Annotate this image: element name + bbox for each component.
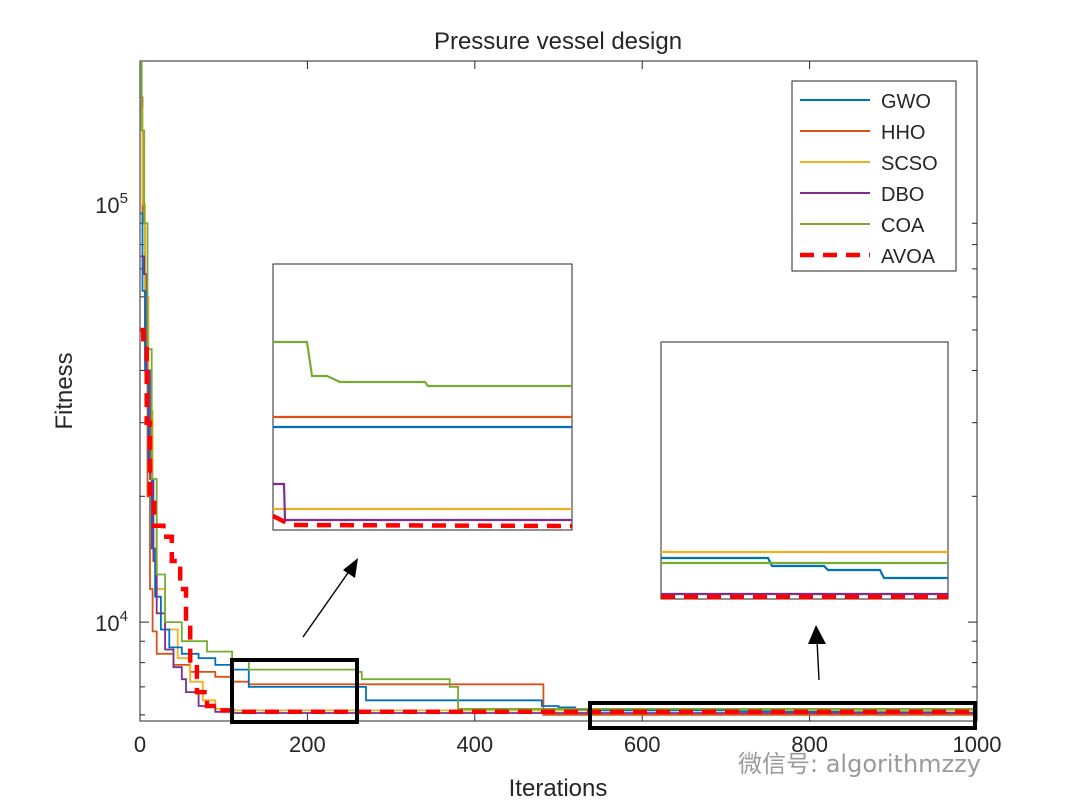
zoom-box-1 <box>230 658 359 724</box>
legend: GWO HHO SCSO DBO COA AVOA <box>791 80 957 272</box>
y-tick-label: 104 <box>95 608 128 636</box>
x-tick-label: 1000 <box>953 732 1002 757</box>
legend-label-avoa: AVOA <box>881 246 936 268</box>
series-coa-line <box>140 61 977 711</box>
legend-box <box>791 80 957 272</box>
axis-ticks: 0 200 400 600 800 1000 104 105 <box>95 61 1001 757</box>
x-tick-label: 0 <box>134 732 146 757</box>
x-tick-label: 600 <box>624 732 661 757</box>
series-avoa-line <box>140 327 977 715</box>
y-axis-label: Fitness <box>51 352 78 429</box>
inset-zoom-1 <box>271 263 573 531</box>
x-axis-label: Iterations <box>509 775 608 802</box>
x-tick-label: 400 <box>456 732 493 757</box>
inset1-avoa-line <box>271 513 573 529</box>
legend-label-scso: SCSO <box>881 153 938 175</box>
legend-label-hho: HHO <box>881 122 925 144</box>
inset1-coa-line <box>273 340 572 388</box>
legend-label-coa: COA <box>881 215 925 237</box>
inset2-gwo-line <box>661 556 948 580</box>
chart-title: Pressure vessel design <box>434 28 682 55</box>
x-tick-label: 200 <box>289 732 326 757</box>
legend-label-gwo: GWO <box>881 91 931 113</box>
zoom-box-2 <box>588 701 977 730</box>
inset1-dbo-line <box>273 482 572 522</box>
x-tick-label: 800 <box>791 732 828 757</box>
y-tick-label: 105 <box>95 190 128 218</box>
legend-label-dbo: DBO <box>881 184 924 206</box>
arrow-2 <box>808 625 826 681</box>
inset-zoom-2 <box>660 341 949 600</box>
arrow-1 <box>302 558 358 638</box>
watermark: 微信号: algorithmzzy <box>738 750 981 778</box>
series-layer <box>140 61 977 716</box>
